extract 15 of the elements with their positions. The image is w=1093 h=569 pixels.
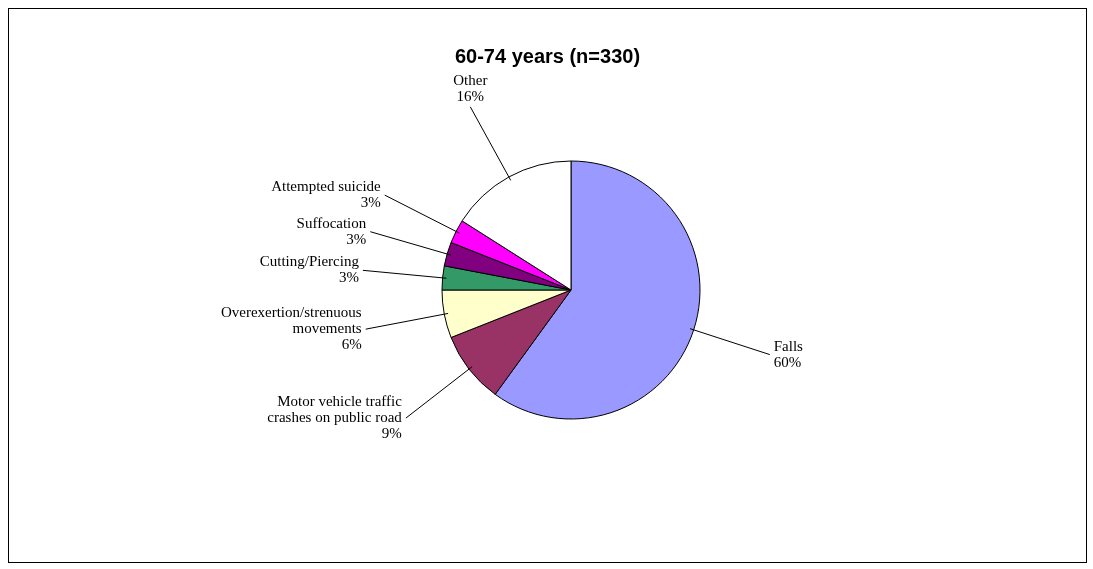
chart-title: 60-74 years (n=330) [453,45,642,68]
slice-label: Overexertion/strenuous movements [220,304,362,337]
data-label: 60% [773,353,802,370]
slice-label: Falls [773,337,804,354]
slice-label: Cutting/Piercing [259,253,360,270]
slice-label: Suffocation [296,214,367,231]
data-label: 3% [346,230,367,247]
data-label: 9% [381,425,402,442]
data-label: 6% [341,336,362,353]
slice-label: Motor vehicle traffic crashes on public road [267,393,403,426]
data-label: 3% [338,269,359,286]
slice-label: Attempted suicide [271,178,382,195]
data-label: 16% [456,87,485,104]
slice-label: Other [453,71,488,88]
data-label: 3% [360,194,381,211]
